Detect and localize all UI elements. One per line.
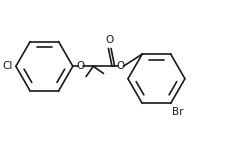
Text: Cl: Cl [2, 61, 12, 71]
Text: O: O [117, 61, 125, 71]
Text: Br: Br [172, 107, 183, 117]
Text: O: O [106, 35, 114, 45]
Text: O: O [77, 61, 85, 71]
